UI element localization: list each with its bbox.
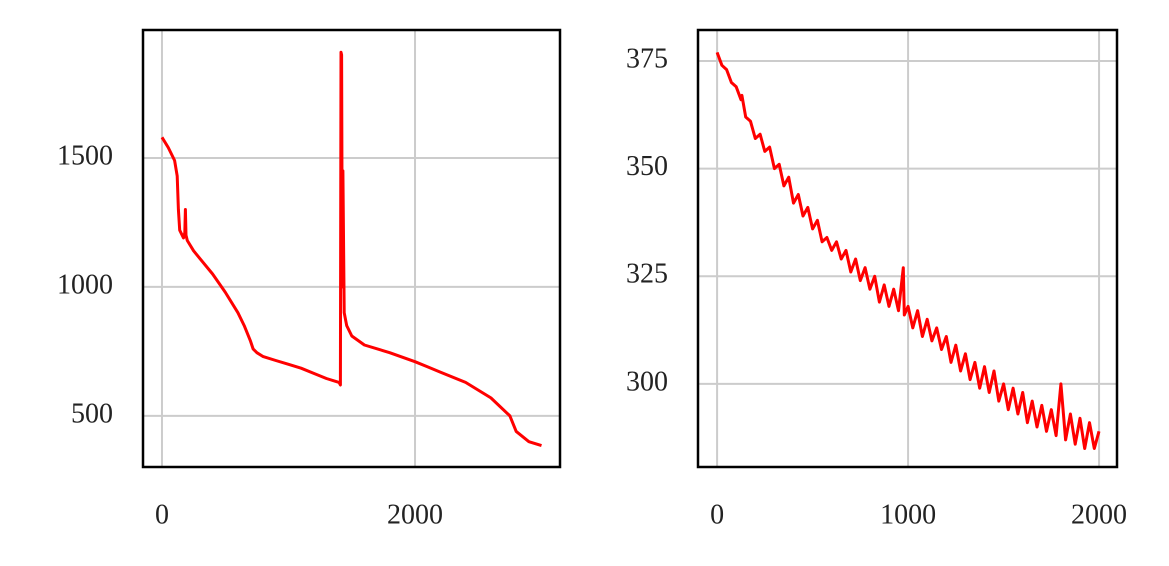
x-tick-label: 1000 <box>880 499 936 530</box>
y-tick-label: 500 <box>71 398 113 429</box>
y-tick-label: 1000 <box>57 269 113 300</box>
axes-frame <box>141 28 562 469</box>
x-tick-label: 0 <box>155 499 169 530</box>
x-tick-label: 2000 <box>1071 499 1127 530</box>
x-tick-label: 2000 <box>387 499 443 530</box>
y-tick-label: 375 <box>626 43 668 74</box>
y-tick-label: 300 <box>626 366 668 397</box>
y-tick-label: 1500 <box>57 140 113 171</box>
x-tick-label: 0 <box>710 499 724 530</box>
y-tick-label: 325 <box>626 259 668 290</box>
data-line <box>715 51 1101 450</box>
y-tick-label: 350 <box>626 151 668 182</box>
axes-frame <box>696 28 1119 469</box>
data-line <box>160 50 542 448</box>
